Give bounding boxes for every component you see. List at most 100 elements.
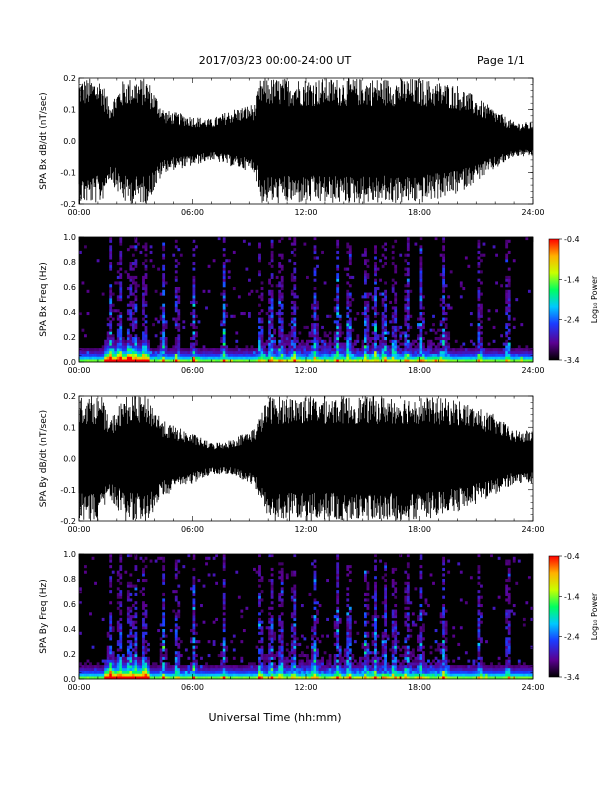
- spectrogram-cell: [111, 654, 115, 658]
- spectrogram-cell: [485, 676, 488, 680]
- spectrogram-cell: [480, 270, 483, 274]
- spectrogram-cell: [192, 314, 196, 318]
- spectrogram-cell: [366, 654, 370, 658]
- spectrogram-cell: [295, 670, 299, 674]
- spectrogram-cell: [124, 665, 128, 669]
- spectrogram-cell: [212, 620, 216, 624]
- spectrogram-cell: [288, 673, 292, 677]
- spectrogram-cell: [364, 339, 367, 343]
- spectrogram-cell: [268, 676, 271, 680]
- spectrogram-cell: [119, 342, 123, 346]
- spectrogram-cell: [374, 345, 377, 349]
- spectrogram-cell: [434, 350, 438, 354]
- spectrogram-cell: [293, 676, 297, 680]
- spectrogram-cell: [457, 676, 461, 680]
- spectrogram-cell: [346, 353, 350, 357]
- spectrogram-cell: [507, 278, 511, 282]
- spectrogram-cell: [401, 654, 405, 658]
- x-tick-label: 00:00: [67, 366, 90, 375]
- spectrogram-cell: [374, 289, 377, 293]
- spectrogram-cell: [278, 309, 282, 313]
- spectrogram-cell: [419, 648, 423, 652]
- spectrogram-cell: [268, 670, 271, 674]
- spectrogram-cell: [454, 676, 458, 680]
- spectrogram-cell: [361, 662, 365, 666]
- spectrogram-cell: [86, 359, 90, 363]
- spectrogram-cell: [265, 356, 269, 360]
- spectrogram-cell: [313, 250, 317, 254]
- spectrogram-cell: [283, 656, 287, 660]
- spectrogram-cell: [260, 673, 264, 677]
- spectrogram-cell: [381, 323, 385, 327]
- spectrogram-cell: [384, 337, 388, 341]
- spectrogram-cell: [422, 325, 425, 329]
- spectrogram-cell: [336, 239, 340, 243]
- spectrogram-cell: [414, 353, 418, 357]
- spectrogram-cell: [384, 642, 388, 646]
- colorbar: [548, 238, 560, 361]
- spectrogram-cell: [129, 323, 133, 327]
- spectrogram-cell: [174, 617, 178, 621]
- spectrogram-cell: [381, 642, 385, 646]
- spectrogram-cell: [316, 359, 319, 363]
- spectrogram-cell: [477, 656, 481, 660]
- spectrogram-cell: [394, 581, 398, 585]
- spectrogram-cell: [195, 331, 198, 335]
- spectrogram-cell: [192, 637, 196, 641]
- spectrogram-cell: [293, 631, 297, 635]
- spectrogram-cell: [258, 620, 261, 624]
- spectrogram-cell: [273, 350, 277, 354]
- spectrogram-cell: [280, 317, 284, 321]
- spectrogram-cell: [369, 356, 372, 360]
- spectrogram-cell: [278, 239, 282, 243]
- spectrogram-cell: [263, 353, 266, 357]
- spectrogram-cell: [422, 654, 425, 658]
- spectrogram-cell: [366, 587, 370, 591]
- spectrogram-cell: [316, 662, 319, 666]
- spectrogram-cell: [326, 659, 329, 663]
- spectrogram-cell: [174, 565, 178, 569]
- spectrogram-cell: [313, 245, 317, 249]
- spectrogram-cell: [406, 626, 410, 630]
- spectrogram-cell: [384, 604, 388, 608]
- spectrogram-cell: [119, 348, 123, 352]
- spectrogram-cell: [434, 665, 438, 669]
- spectrogram-cell: [487, 676, 491, 680]
- spectrogram-cell: [278, 317, 282, 321]
- spectrogram-cell: [485, 673, 488, 677]
- spectrogram-cell: [477, 334, 481, 338]
- spectrogram-cell: [119, 634, 123, 638]
- spectrogram-cell: [333, 348, 337, 352]
- spectrogram-cell: [258, 670, 261, 674]
- spectrogram-cell: [401, 659, 405, 663]
- spectrogram-cell: [313, 654, 317, 658]
- spectrogram-cell: [336, 595, 340, 599]
- spectrogram-cell: [429, 339, 433, 343]
- spectrogram-cell: [422, 306, 425, 310]
- spectrogram-cell: [406, 239, 410, 243]
- spectrogram-cell: [429, 667, 433, 671]
- spectrogram-cell: [187, 350, 191, 354]
- spectrogram-cell: [300, 345, 304, 349]
- spectrogram-cell: [119, 256, 123, 260]
- spectrogram-cell: [469, 673, 473, 677]
- spectrogram-cell: [391, 659, 395, 663]
- spectrogram-cell: [492, 670, 496, 674]
- spectrogram-cell: [139, 250, 143, 254]
- spectrogram-cell: [384, 292, 388, 296]
- spectrogram-cell: [459, 673, 463, 677]
- spectrogram-cell: [134, 345, 138, 349]
- spectrogram-cell: [195, 342, 198, 346]
- spectrogram-cell: [232, 648, 236, 652]
- spectrogram-cell: [505, 292, 509, 296]
- spectrogram-cell: [222, 303, 226, 307]
- spectrogram-cell: [197, 640, 201, 644]
- spectrogram-cell: [447, 348, 451, 352]
- spectrogram-cell: [293, 350, 297, 354]
- spectrogram-cell: [280, 656, 284, 660]
- spectrogram-cell: [406, 253, 410, 257]
- spectrogram-cell: [84, 356, 87, 360]
- spectrogram-cell: [232, 348, 236, 352]
- spectrogram-cell: [447, 356, 451, 360]
- spectrogram-cell: [326, 359, 329, 363]
